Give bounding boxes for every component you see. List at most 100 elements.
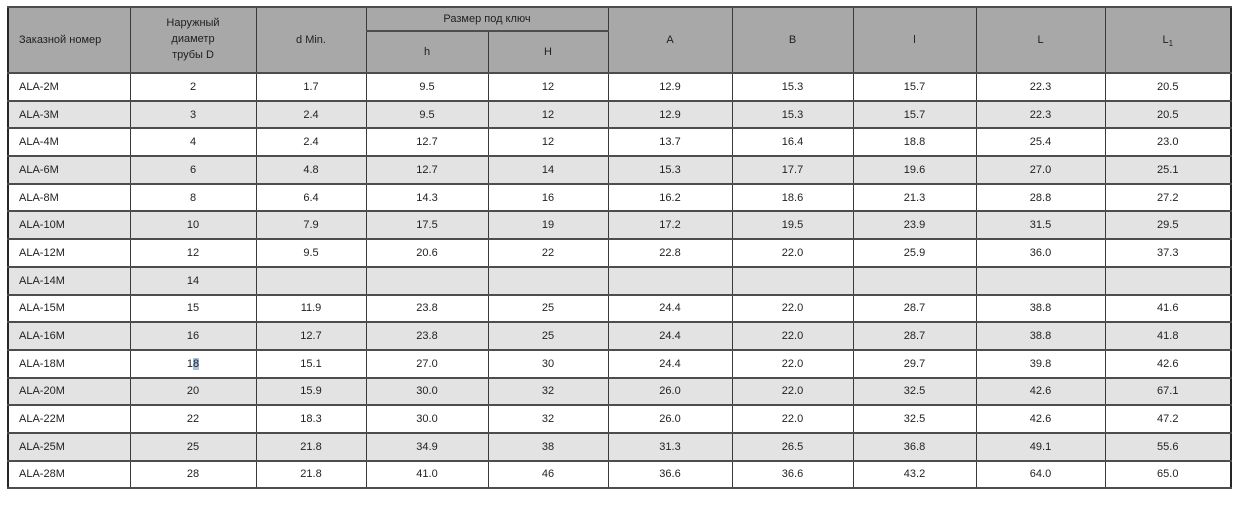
table-body: ALA-2M 2 1.7 9.5 12 12.9 15.3 15.7 22.3 … bbox=[7, 72, 1232, 490]
table-row: ALA-18M 18 15.1 27.0 30 24.4 22.0 29.7 3… bbox=[7, 348, 1232, 379]
cell-H: 12 bbox=[487, 99, 609, 130]
col-header-L: L bbox=[975, 6, 1106, 74]
col-header-order-number: Заказной номер bbox=[7, 6, 131, 74]
cell-B: 22.0 bbox=[731, 321, 854, 351]
cell-l: 32.5 bbox=[852, 376, 977, 407]
cell-L1 bbox=[1104, 265, 1232, 296]
cell-l bbox=[852, 265, 977, 296]
cell-L1: 67.1 bbox=[1104, 376, 1232, 407]
cell-H: 12 bbox=[487, 72, 609, 102]
cell-L: 42.6 bbox=[975, 404, 1106, 434]
cell-outer-diameter: 6 bbox=[129, 155, 257, 185]
col-header-L1: L1 bbox=[1104, 6, 1232, 74]
cell-order-number: ALA-14M bbox=[7, 265, 131, 296]
cell-order-number: ALA-18M bbox=[7, 348, 131, 379]
cell-h: 9.5 bbox=[365, 72, 489, 102]
cell-l: 25.9 bbox=[852, 238, 977, 268]
cell-d-min: 1.7 bbox=[255, 72, 367, 102]
cell-H: 38 bbox=[487, 431, 609, 462]
cell-h: 20.6 bbox=[365, 238, 489, 268]
cell-H: 16 bbox=[487, 182, 609, 213]
cell-l: 28.7 bbox=[852, 321, 977, 351]
cell-order-number: ALA-20M bbox=[7, 376, 131, 407]
cell-A: 31.3 bbox=[607, 431, 733, 462]
text-selection-highlight: 8 bbox=[193, 357, 200, 370]
table-row: ALA-6M 6 4.8 12.7 14 15.3 17.7 19.6 27.0… bbox=[7, 155, 1232, 185]
cell-A: 12.9 bbox=[607, 99, 733, 130]
cell-L1: 29.5 bbox=[1104, 210, 1232, 241]
cell-outer-diameter: 25 bbox=[129, 431, 257, 462]
cell-A: 26.0 bbox=[607, 404, 733, 434]
cell-L: 38.8 bbox=[975, 293, 1106, 324]
cell-outer-diameter: 20 bbox=[129, 376, 257, 407]
cell-h: 12.7 bbox=[365, 127, 489, 158]
cell-outer-diameter: 8 bbox=[129, 182, 257, 213]
table-row: ALA-22M 22 18.3 30.0 32 26.0 22.0 32.5 4… bbox=[7, 404, 1232, 434]
cell-B bbox=[731, 265, 854, 296]
table-header: Заказной номер Наружный диаметр трубы D … bbox=[7, 6, 1232, 74]
cell-outer-diameter: 10 bbox=[129, 210, 257, 241]
cell-L: 38.8 bbox=[975, 321, 1106, 351]
cell-B: 22.0 bbox=[731, 348, 854, 379]
cell-A: 15.3 bbox=[607, 155, 733, 185]
cell-L: 25.4 bbox=[975, 127, 1106, 158]
cell-B: 22.0 bbox=[731, 376, 854, 407]
table-row: ALA-14M 14 bbox=[7, 265, 1232, 296]
cell-d-min: 11.9 bbox=[255, 293, 367, 324]
cell-l: 32.5 bbox=[852, 404, 977, 434]
cell-outer-diameter: 16 bbox=[129, 321, 257, 351]
cell-order-number: ALA-2M bbox=[7, 72, 131, 102]
cell-A: 24.4 bbox=[607, 321, 733, 351]
cell-outer-diameter: 12 bbox=[129, 238, 257, 268]
cell-A: 17.2 bbox=[607, 210, 733, 241]
cell-A bbox=[607, 265, 733, 296]
cell-L: 31.5 bbox=[975, 210, 1106, 241]
table-row: ALA-16M 16 12.7 23.8 25 24.4 22.0 28.7 3… bbox=[7, 321, 1232, 351]
cell-H: 12 bbox=[487, 127, 609, 158]
cell-H: 32 bbox=[487, 404, 609, 434]
cell-A: 22.8 bbox=[607, 238, 733, 268]
cell-L: 22.3 bbox=[975, 99, 1106, 130]
cell-h: 30.0 bbox=[365, 404, 489, 434]
cell-B: 36.6 bbox=[731, 459, 854, 490]
cell-order-number: ALA-3M bbox=[7, 99, 131, 130]
cell-L: 42.6 bbox=[975, 376, 1106, 407]
cell-d-min: 7.9 bbox=[255, 210, 367, 241]
table-row: ALA-28M 28 21.8 41.0 46 36.6 36.6 43.2 6… bbox=[7, 459, 1232, 490]
cell-L: 36.0 bbox=[975, 238, 1106, 268]
col-header-L1-base: L bbox=[1162, 34, 1169, 46]
cell-d-min: 6.4 bbox=[255, 182, 367, 213]
cell-A: 24.4 bbox=[607, 348, 733, 379]
cell-order-number: ALA-28M bbox=[7, 459, 131, 490]
cell-h: 12.7 bbox=[365, 155, 489, 185]
cell-L1: 23.0 bbox=[1104, 127, 1232, 158]
cell-order-number: ALA-12M bbox=[7, 238, 131, 268]
cell-outer-diameter: 18 bbox=[129, 348, 257, 379]
dimensions-table: Заказной номер Наружный диаметр трубы D … bbox=[7, 6, 1233, 490]
cell-L: 28.8 bbox=[975, 182, 1106, 213]
cell-A: 26.0 bbox=[607, 376, 733, 407]
cell-order-number: ALA-6M bbox=[7, 155, 131, 185]
col-header-H: H bbox=[487, 30, 609, 74]
cell-L1: 55.6 bbox=[1104, 431, 1232, 462]
cell-d-min: 4.8 bbox=[255, 155, 367, 185]
table-row: ALA-8M 8 6.4 14.3 16 16.2 18.6 21.3 28.8… bbox=[7, 182, 1232, 213]
cell-d-min: 9.5 bbox=[255, 238, 367, 268]
table-row: ALA-10M 10 7.9 17.5 19 17.2 19.5 23.9 31… bbox=[7, 210, 1232, 241]
cell-order-number: ALA-4M bbox=[7, 127, 131, 158]
cell-L: 64.0 bbox=[975, 459, 1106, 490]
col-header-l: l bbox=[852, 6, 977, 74]
cell-B: 22.0 bbox=[731, 404, 854, 434]
cell-h: 17.5 bbox=[365, 210, 489, 241]
cell-d-min: 2.4 bbox=[255, 99, 367, 130]
cell-B: 22.0 bbox=[731, 238, 854, 268]
col-header-L1-subscript: 1 bbox=[1168, 39, 1174, 49]
cell-B: 15.3 bbox=[731, 99, 854, 130]
cell-L1: 20.5 bbox=[1104, 72, 1232, 102]
cell-L1: 47.2 bbox=[1104, 404, 1232, 434]
cell-outer-diameter: 14 bbox=[129, 265, 257, 296]
cell-order-number: ALA-25M bbox=[7, 431, 131, 462]
col-header-d-min: d Min. bbox=[255, 6, 367, 74]
cell-H: 14 bbox=[487, 155, 609, 185]
